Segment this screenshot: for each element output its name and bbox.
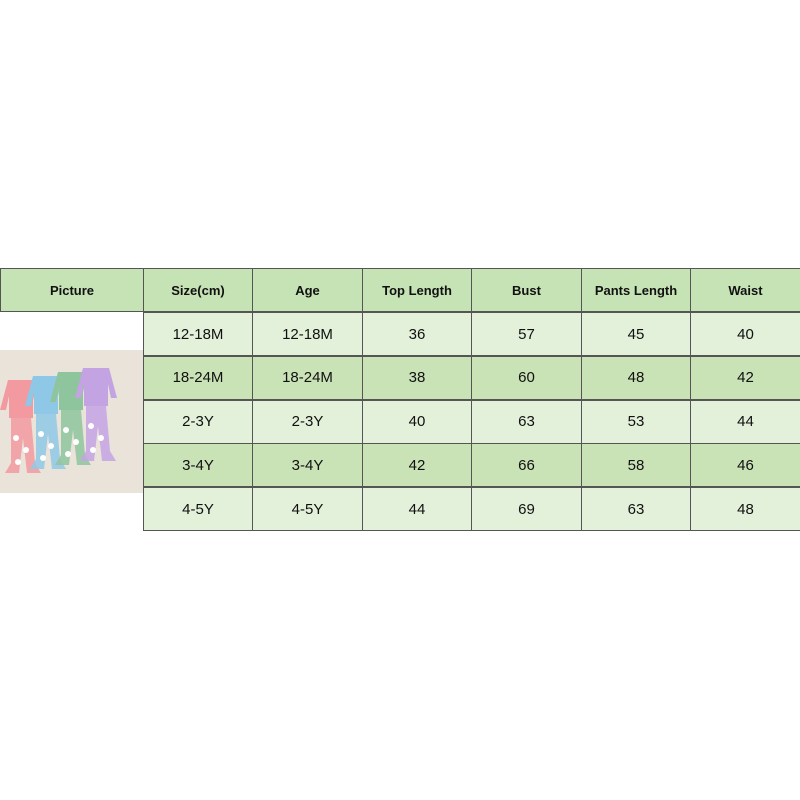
table-cell: 38 <box>362 355 472 400</box>
table-cell: 2-3Y <box>143 399 253 444</box>
header-bust: Bust <box>471 268 582 312</box>
table-cell: 4-5Y <box>252 487 363 532</box>
product-picture <box>0 350 143 493</box>
header-top-length: Top Length <box>362 268 472 312</box>
table-cell: 46 <box>690 443 800 488</box>
table-cell: 42 <box>362 443 472 488</box>
table-cell: 66 <box>471 443 582 488</box>
table-cell: 18-24M <box>143 355 253 400</box>
table-cell: 2-3Y <box>252 399 363 444</box>
table-cell: 57 <box>471 312 582 356</box>
table-cell: 63 <box>471 399 582 444</box>
table-cell: 44 <box>362 487 472 532</box>
table-cell: 12-18M <box>252 312 363 356</box>
table-cell: 48 <box>581 355 691 400</box>
header-pants-length: Pants Length <box>581 268 691 312</box>
table-cell: 40 <box>690 312 800 356</box>
table-cell: 40 <box>362 399 472 444</box>
table-cell: 48 <box>690 487 800 532</box>
table-cell: 12-18M <box>143 312 253 356</box>
table-cell: 44 <box>690 399 800 444</box>
table-cell: 60 <box>471 355 582 400</box>
table-cell: 36 <box>362 312 472 356</box>
table-cell: 3-4Y <box>143 443 253 488</box>
table-cell: 3-4Y <box>252 443 363 488</box>
table-cell: 42 <box>690 355 800 400</box>
table-cell: 18-24M <box>252 355 363 400</box>
header-picture: Picture <box>0 268 144 312</box>
table-cell: 69 <box>471 487 582 532</box>
table-cell: 58 <box>581 443 691 488</box>
table-cell: 45 <box>581 312 691 356</box>
outfit-illustration <box>75 368 117 461</box>
header-size-cm: Size(cm) <box>143 268 253 312</box>
header-age: Age <box>252 268 363 312</box>
table-cell: 4-5Y <box>143 487 253 532</box>
table-cell: 63 <box>581 487 691 532</box>
header-waist: Waist <box>690 268 800 312</box>
table-cell: 53 <box>581 399 691 444</box>
